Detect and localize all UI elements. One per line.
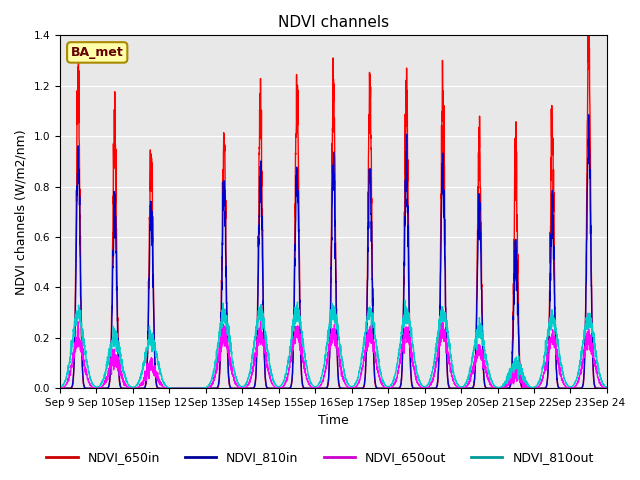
NDVI_650in xyxy=(585,18,593,24)
NDVI_650out xyxy=(603,385,611,391)
NDVI_810out xyxy=(401,297,409,303)
NDVI_810out xyxy=(184,385,191,391)
Line: NDVI_810out: NDVI_810out xyxy=(60,300,607,388)
NDVI_810out xyxy=(173,385,181,391)
NDVI_810in xyxy=(397,383,404,389)
Title: NDVI channels: NDVI channels xyxy=(278,15,389,30)
NDVI_810in xyxy=(603,385,611,391)
NDVI_810in xyxy=(585,112,593,118)
Text: BA_met: BA_met xyxy=(71,46,124,59)
NDVI_810out xyxy=(397,346,404,351)
NDVI_810in xyxy=(387,385,395,391)
X-axis label: Time: Time xyxy=(318,414,349,427)
NDVI_650out xyxy=(209,381,217,386)
NDVI_650out xyxy=(603,385,611,391)
NDVI_650out xyxy=(552,342,559,348)
NDVI_810out xyxy=(209,372,217,377)
NDVI_650out xyxy=(173,385,181,391)
NDVI_810in xyxy=(603,385,611,391)
NDVI_650in xyxy=(551,313,559,319)
Line: NDVI_650in: NDVI_650in xyxy=(60,21,607,388)
NDVI_650in xyxy=(209,385,217,391)
NDVI_810in xyxy=(209,385,217,391)
Y-axis label: NDVI channels (W/m2/nm): NDVI channels (W/m2/nm) xyxy=(15,129,28,295)
NDVI_650out xyxy=(387,384,395,390)
Line: NDVI_650out: NDVI_650out xyxy=(60,322,607,388)
Legend: NDVI_650in, NDVI_810in, NDVI_650out, NDVI_810out: NDVI_650in, NDVI_810in, NDVI_650out, NDV… xyxy=(41,446,599,469)
NDVI_810out xyxy=(603,384,611,390)
NDVI_650in xyxy=(603,385,611,391)
NDVI_650in xyxy=(397,384,404,390)
NDVI_650in xyxy=(184,385,191,391)
NDVI_810in xyxy=(184,385,191,391)
NDVI_650out xyxy=(184,385,191,391)
NDVI_810in xyxy=(56,385,64,391)
NDVI_810out xyxy=(56,384,64,390)
NDVI_810in xyxy=(551,328,559,334)
NDVI_650out xyxy=(56,385,64,391)
NDVI_810in xyxy=(173,385,181,391)
NDVI_650in xyxy=(173,385,181,391)
NDVI_650in xyxy=(603,385,611,391)
NDVI_810out xyxy=(387,382,395,388)
NDVI_650in xyxy=(387,385,395,391)
NDVI_810out xyxy=(603,384,611,390)
NDVI_650in xyxy=(56,385,64,391)
NDVI_650out xyxy=(74,319,82,324)
NDVI_810out xyxy=(552,324,559,330)
NDVI_650out xyxy=(397,352,404,358)
Line: NDVI_810in: NDVI_810in xyxy=(60,115,607,388)
